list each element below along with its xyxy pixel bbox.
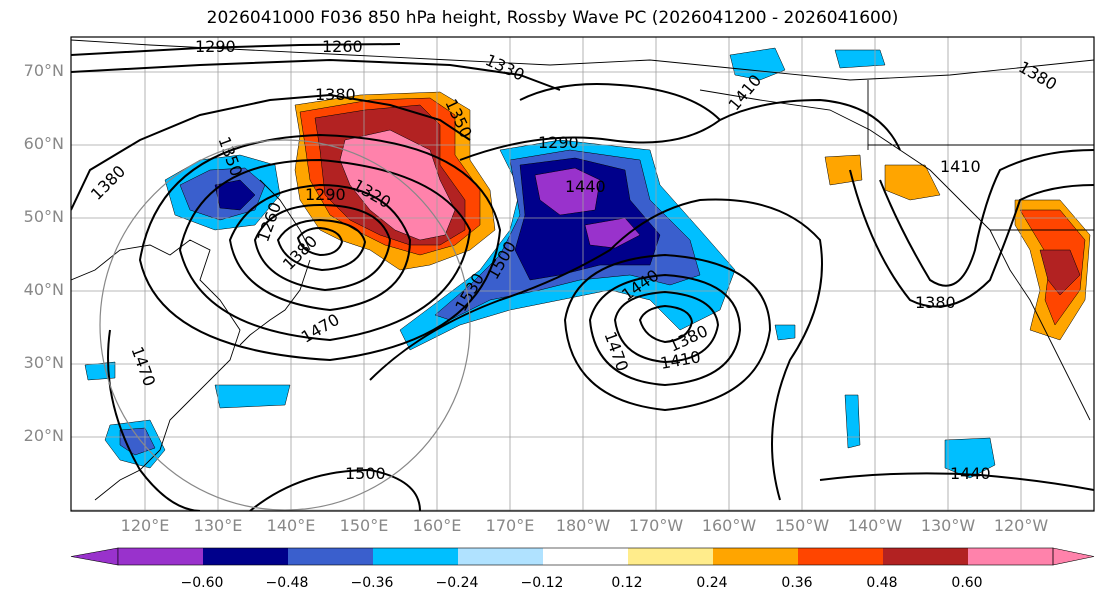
kamchatka-coastline: [259, 179, 311, 251]
contour-label: 1380: [315, 85, 356, 104]
lon-label-130w: 130°W: [920, 516, 976, 535]
colorbar-segment: [713, 548, 798, 565]
lon-label-170e: 170°E: [485, 516, 535, 535]
map-title: 2026041000 F036 850 hPa height, Rossby W…: [206, 8, 899, 28]
lat-label-40n: 40°N: [23, 280, 64, 299]
contour-1410-ne: [849, 169, 1094, 308]
contour-label: 1500: [345, 464, 386, 483]
colorbar-tick: −0.60: [180, 575, 224, 591]
colorbar-segment: [373, 548, 458, 565]
colorbar-tick: 0.24: [696, 575, 728, 591]
great-circle-outline: [99, 139, 471, 511]
colorbar-extend-max: [1052, 547, 1095, 566]
contour-low-ring-1: [228, 183, 412, 312]
contour-label: 1260: [322, 37, 363, 56]
contour-label: 1290: [195, 37, 236, 56]
contour-label: 1290: [538, 133, 579, 152]
lon-label-120w: 120°W: [993, 516, 1049, 535]
lon-label-170w: 170°W: [628, 516, 684, 535]
colorbar-tick: −0.12: [520, 575, 564, 591]
north-america-coastline: [989, 229, 1091, 421]
colorbar-segment: [288, 548, 373, 565]
contour-1290-north: [71, 43, 401, 56]
anomaly-shading: [84, 47, 1091, 479]
contour-low-ring-outer2: [138, 133, 502, 362]
colorbar-segment: [628, 548, 713, 565]
positive-anomaly-nw-pacific-max: [339, 129, 456, 241]
contour-high-ring-outer: [563, 253, 772, 412]
positive-anomaly-north-america: [824, 154, 1091, 341]
colorbar-segment: [118, 548, 203, 565]
lat-label-20n: 20°N: [23, 426, 64, 445]
contour-label: 1380: [915, 293, 956, 312]
colorbar-tick: 0.12: [611, 575, 643, 591]
lon-label-140e: 140°E: [266, 516, 316, 535]
lon-label-150w: 150°W: [774, 516, 830, 535]
contour-low-ring-4: [296, 226, 344, 257]
lat-label-60n: 60°N: [23, 134, 64, 153]
colorbar-tick: −0.36: [350, 575, 394, 591]
colorbar-tick: 0.48: [866, 575, 898, 591]
colorbar-segment: [203, 548, 288, 565]
negative-anomaly-okhotsk-max: [214, 179, 256, 211]
colorbar-tick: −0.48: [265, 575, 309, 591]
map-plot-area: 1290 126013301380138014101350141012901380…: [71, 37, 1094, 511]
lon-label-140w: 140°W: [847, 516, 903, 535]
contour-1380-ne: [879, 149, 1094, 287]
positive-anomaly-north-america-max: [1039, 249, 1081, 296]
lat-label-30n: 30°N: [23, 353, 64, 372]
contour-label: 1380: [1015, 57, 1060, 94]
contour-1320-north: [71, 58, 561, 91]
contour-1470-west: [107, 329, 201, 511]
contour-1500-ridge: [369, 198, 823, 501]
negative-anomaly-central-pacific-max: [534, 167, 641, 249]
contour-1470-south: [249, 468, 421, 511]
contour-low-ring-outer: [178, 158, 472, 342]
colorbar-segment: [543, 548, 628, 565]
contour-label: 1410: [940, 157, 981, 176]
contour-1380-arc: [71, 93, 471, 211]
contour-high-ring-3: [638, 304, 694, 344]
colorbar: [70, 547, 1095, 566]
colorbar-frame: [117, 547, 1054, 566]
contour-low-ring-3: [276, 218, 367, 272]
contour-1410-arctic: [519, 83, 721, 121]
colorbar-tick: −0.24: [435, 575, 479, 591]
colorbar-tick: 0.36: [781, 575, 813, 591]
plot-frame: [70, 36, 1095, 512]
colorbar-segment: [883, 548, 968, 565]
colorbar-segment: [458, 548, 543, 565]
contour-label: 1330: [482, 50, 527, 84]
lon-label-150e: 150°E: [339, 516, 389, 535]
contour-high-ring-1: [588, 273, 742, 387]
lat-label-50n: 50°N: [23, 207, 64, 226]
contour-1500-south: [819, 472, 1094, 491]
lon-label-160e: 160°E: [412, 516, 462, 535]
contour-label: 1440: [565, 177, 606, 196]
canada-border: [867, 80, 1094, 231]
negative-anomaly-subtropics: [84, 324, 996, 479]
lon-label-180w: 180°W: [555, 516, 611, 535]
colorbar-segment: [798, 548, 883, 565]
contour-label: 1290: [305, 185, 346, 204]
height-contours: [71, 43, 1094, 511]
colorbar-tick: 0.60: [951, 575, 983, 591]
colorbar-segment: [968, 548, 1053, 565]
alaska-coastline: [699, 89, 991, 231]
lon-label-120e: 120°E: [120, 516, 170, 535]
colorbar-extend-min: [70, 547, 119, 566]
contour-label: 1470: [298, 310, 343, 347]
contour-label: 1440: [950, 464, 991, 483]
lon-label-160w: 160°W: [701, 516, 757, 535]
lon-label-130e: 130°E: [193, 516, 243, 535]
contour-low-ring-2: [253, 203, 392, 292]
contour-high-ring-2: [613, 290, 720, 364]
lat-label-70n: 70°N: [23, 61, 64, 80]
